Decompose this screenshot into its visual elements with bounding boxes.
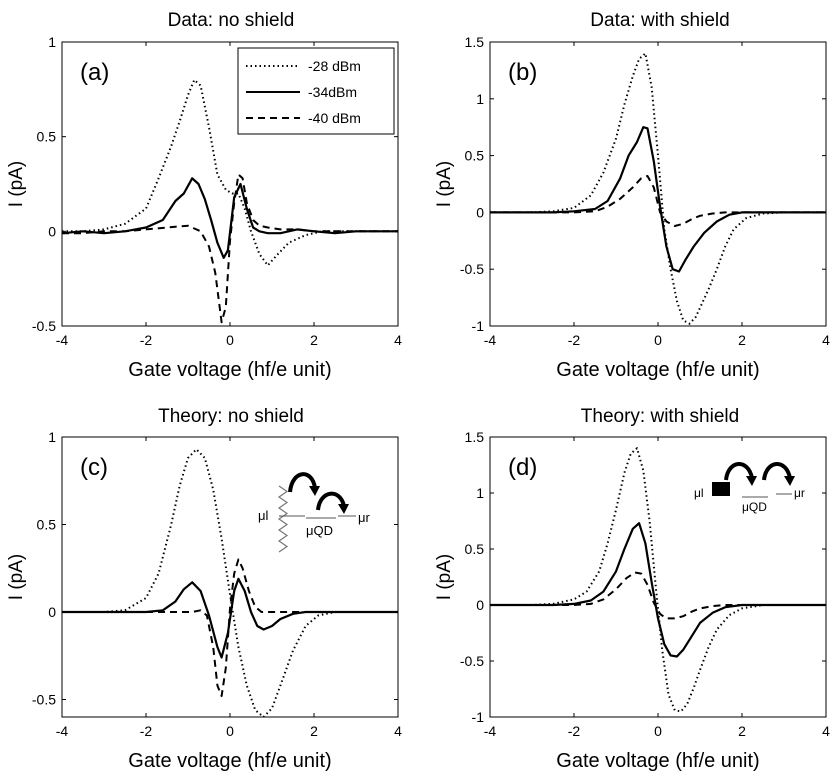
series-line-dotted [490, 447, 826, 713]
panel-d: Theory: with shield -4 -2 0 2 4 -1 -0.5 0 0.5 1 1.5… [434, 406, 830, 772]
inset-label: μQD [742, 500, 767, 514]
y-axis-label: I (pA) [434, 161, 455, 207]
y-axis-label: I (pA) [6, 161, 27, 207]
chart-title: Data: no shield [168, 10, 295, 31]
series-line-dotted [62, 448, 398, 717]
chart-title: Theory: no shield [158, 406, 304, 427]
y-tick-label: 0.5 [465, 541, 485, 557]
series-line-dotted [62, 78, 398, 267]
y-tick-label: -0.5 [32, 692, 56, 708]
x-tick-label: 4 [822, 332, 830, 348]
series-line-solid [490, 126, 826, 273]
series-line-dashed [490, 175, 826, 227]
y-tick-label: 0.5 [465, 148, 485, 164]
inset-label: μr [358, 510, 370, 525]
source-block-icon [712, 482, 730, 496]
y-tick-label: 1 [476, 91, 484, 107]
plot-frame [61, 436, 399, 718]
x-tick-label: -2 [568, 723, 581, 739]
x-tick-label: -4 [56, 723, 69, 739]
x-tick-label: 4 [394, 723, 402, 739]
legend-label: -28 dBm [308, 58, 361, 74]
y-tick-label: -1 [472, 318, 485, 334]
x-tick-label: 2 [310, 332, 318, 348]
panel-label: (b) [508, 59, 537, 86]
x-tick-label: -4 [484, 723, 497, 739]
inset-schematic: μl μQD μr [694, 462, 805, 514]
y-tick-label: -1 [472, 709, 485, 725]
x-tick-label: 0 [654, 723, 662, 739]
y-axis-label: I (pA) [434, 554, 455, 600]
arrow-head-icon [746, 476, 757, 486]
inset-label: μl [258, 508, 268, 523]
series-line-dashed [490, 571, 826, 620]
y-tick-label: 1 [48, 34, 56, 50]
panel-label: (d) [508, 454, 537, 481]
inset-label: μQD [306, 523, 333, 538]
arrow-curve-icon [288, 472, 317, 493]
x-tick-label: -2 [140, 332, 153, 348]
arrow-curve-icon [724, 462, 754, 481]
series-line-solid [62, 177, 398, 259]
panel-a: Data: no shield -4 -2 0 2 4 -0.5 0 0.5 1 Gate volt… [6, 10, 402, 381]
arrow-head-icon [309, 486, 320, 496]
panel-c: Theory: no shield -4 -2 0 2 4 -0.5 0 0.5 1 Gate vo… [6, 406, 402, 772]
inset-schematic: μl μQD μr [258, 472, 370, 553]
y-tick-label: 0 [476, 204, 484, 220]
inset-label: μr [794, 486, 805, 500]
x-tick-label: -2 [568, 332, 581, 348]
legend-label: -40 dBm [308, 110, 361, 126]
y-tick-label: 0.5 [37, 517, 57, 533]
y-tick-label: 1.5 [465, 429, 485, 445]
x-tick-label: 2 [310, 723, 318, 739]
series-line-dotted [490, 52, 826, 325]
x-tick-label: -4 [56, 332, 69, 348]
x-tick-label: 0 [226, 723, 234, 739]
arrow-head-icon [338, 504, 349, 514]
series-line-dashed [62, 173, 398, 324]
y-tick-label: 0 [48, 604, 56, 620]
x-tick-label: -4 [484, 332, 497, 348]
panel-label: (a) [80, 59, 109, 86]
series-line-dashed [62, 558, 398, 697]
y-tick-label: 0 [48, 223, 56, 239]
series-line-solid [62, 577, 398, 659]
x-tick-label: 0 [226, 332, 234, 348]
chart-title: Theory: with shield [581, 406, 739, 427]
x-tick-label: 2 [738, 332, 746, 348]
x-axis-label: Gate voltage (hf/e unit) [128, 359, 331, 381]
y-tick-label: 1 [48, 429, 56, 445]
arrow-head-icon [784, 476, 795, 486]
x-tick-label: 4 [822, 723, 830, 739]
x-axis-label: Gate voltage (hf/e unit) [556, 750, 759, 772]
wavy-source-icon [277, 485, 289, 553]
arrow-curve-icon [762, 462, 792, 481]
panel-b: Data: with shield -4 -2 0 2 4 -1 -0.5 0 0.5 1 1.5 Ga… [434, 10, 830, 381]
y-tick-label: 1 [476, 485, 484, 501]
x-tick-label: 2 [738, 723, 746, 739]
inset-label: μl [694, 486, 704, 500]
x-axis-label: Gate voltage (hf/e unit) [128, 750, 331, 772]
legend-label: -34dBm [308, 84, 357, 100]
x-tick-label: 4 [394, 332, 402, 348]
x-tick-label: 0 [654, 332, 662, 348]
arrow-curve-icon [316, 491, 346, 511]
y-axis-label: I (pA) [6, 554, 27, 600]
x-tick-label: -2 [140, 723, 153, 739]
x-axis-label: Gate voltage (hf/e unit) [556, 359, 759, 381]
y-tick-label: 0.5 [37, 129, 57, 145]
panel-label: (c) [80, 454, 108, 481]
y-tick-label: -0.5 [32, 318, 56, 334]
plot-frame [489, 436, 827, 718]
series-line-solid [490, 522, 826, 658]
y-tick-label: 1.5 [465, 34, 485, 50]
chart-title: Data: with shield [590, 10, 729, 31]
y-tick-label: 0 [476, 597, 484, 613]
y-tick-label: -0.5 [460, 653, 484, 669]
y-tick-label: -0.5 [460, 261, 484, 277]
